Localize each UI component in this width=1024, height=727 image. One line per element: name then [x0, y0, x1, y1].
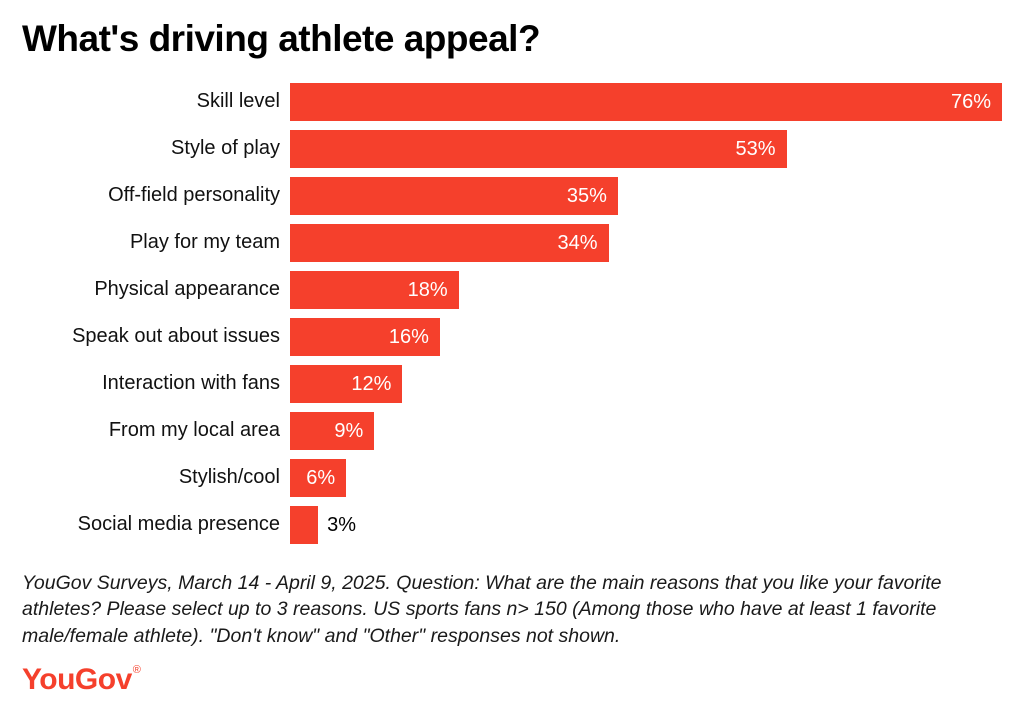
- registered-trademark-symbol: ®: [132, 663, 141, 676]
- bar-track: 35%: [290, 176, 1002, 215]
- value-label: 9%: [334, 419, 364, 442]
- chart-row: Play for my team 34%: [22, 219, 1002, 266]
- yougov-logo-text: YouGov: [22, 662, 132, 696]
- category-label: Social media presence: [77, 513, 280, 535]
- chart-title: What's driving athlete appeal?: [22, 18, 541, 59]
- bar-track: 3%: [290, 505, 1002, 544]
- bar-track: 34%: [290, 223, 1002, 262]
- bar: 53%: [290, 129, 787, 168]
- bar: [290, 505, 319, 544]
- category-label: Stylish/cool: [178, 466, 280, 488]
- chart-row: Style of play 53%: [22, 125, 1002, 172]
- bar-track: 18%: [290, 270, 1002, 309]
- chart-row: Skill level 76%: [22, 78, 1002, 125]
- value-label: 18%: [407, 278, 448, 301]
- bar: 9%: [290, 411, 375, 450]
- value-label: 35%: [566, 184, 607, 207]
- category-label: Physical appearance: [94, 278, 280, 300]
- bar: 18%: [290, 270, 459, 309]
- chart-row: Off-field personality 35%: [22, 172, 1002, 219]
- bar: 34%: [290, 223, 609, 262]
- bar: 12%: [290, 364, 403, 403]
- category-label: Interaction with fans: [102, 372, 280, 394]
- category-label: Style of play: [171, 137, 280, 159]
- chart-row: Social media presence 3%: [22, 501, 1002, 548]
- value-label: 34%: [557, 231, 598, 254]
- value-label: 76%: [950, 90, 991, 113]
- bar-track: 12%: [290, 364, 1002, 403]
- category-label: From my local area: [108, 419, 280, 441]
- category-label: Skill level: [196, 90, 280, 112]
- bar: 76%: [290, 82, 1002, 121]
- bar: 6%: [290, 458, 347, 497]
- chart-row: Speak out about issues 16%: [22, 313, 1002, 360]
- category-label: Play for my team: [129, 231, 280, 253]
- bar: 35%: [290, 176, 618, 215]
- chart-row: Physical appearance 18%: [22, 266, 1002, 313]
- value-label: 16%: [388, 325, 429, 348]
- bar-chart: Skill level 76% Style of play 53% Off-field …: [22, 78, 1002, 548]
- bar-track: 76%: [290, 82, 1002, 121]
- bar: 16%: [290, 317, 440, 356]
- category-label: Speak out about issues: [72, 325, 280, 347]
- value-label: 3%: [327, 513, 356, 536]
- value-label: 6%: [306, 466, 336, 489]
- bar-track: 16%: [290, 317, 1002, 356]
- category-label: Off-field personality: [108, 184, 280, 206]
- bar-track: 6%: [290, 458, 1002, 497]
- yougov-logo: YouGov ®: [22, 662, 141, 697]
- bar-track: 53%: [290, 129, 1002, 168]
- value-label: 12%: [351, 372, 392, 395]
- chart-footnote: YouGov Surveys, March 14 - April 9, 2025…: [22, 572, 942, 647]
- value-label: 53%: [735, 137, 776, 160]
- chart-row: Interaction with fans 12%: [22, 360, 1002, 407]
- chart-row: Stylish/cool 6%: [22, 454, 1002, 501]
- bar-track: 9%: [290, 411, 1002, 450]
- chart-row: From my local area 9%: [22, 407, 1002, 454]
